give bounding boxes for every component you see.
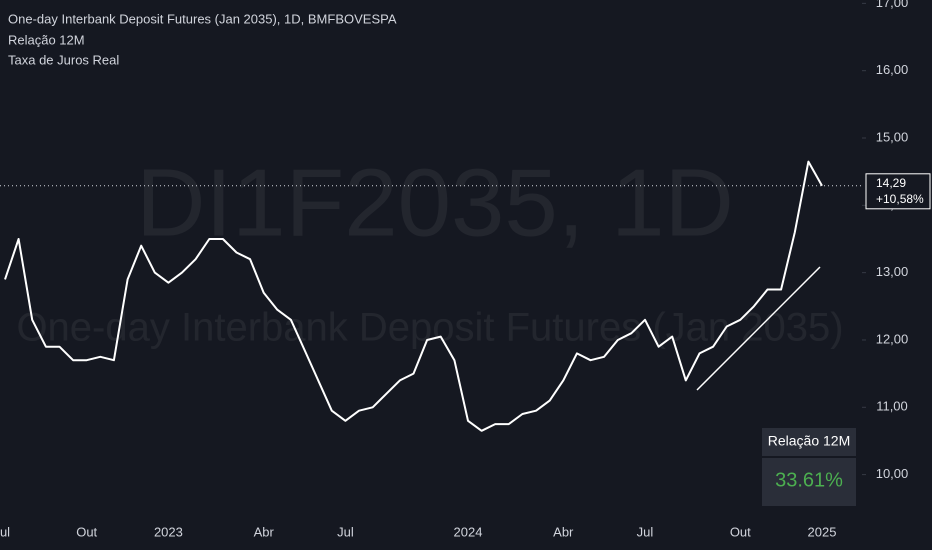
chart-title: One-day Interbank Deposit Futures (Jan 2…: [8, 11, 397, 26]
x-tick-label: Out: [730, 524, 751, 539]
x-tick-label: Abr: [254, 524, 275, 539]
indicator-note: Taxa de Juros Real: [8, 52, 119, 67]
y-tick-label: 10,00: [876, 466, 909, 481]
panel-value: 33.61%: [775, 469, 843, 491]
panel-box: [762, 428, 856, 506]
price-line: [4, 160, 823, 432]
y-tick-label: 13,00: [876, 264, 909, 279]
x-tick-label: 2025: [808, 524, 837, 539]
x-tick-label: Jul: [637, 524, 654, 539]
trend-line: [696, 266, 821, 391]
y-tick-label: 15,00: [876, 129, 909, 144]
x-tick-label: Abr: [553, 524, 574, 539]
indicator-panel: Relação 12M 33.61%: [762, 428, 856, 506]
panel-title: Relação 12M: [768, 433, 851, 449]
last-price-label: 14,29: [876, 176, 906, 190]
x-tick-label: 2024: [454, 524, 483, 539]
y-tick-label: 11,00: [876, 399, 908, 414]
change-label: +10,58%: [876, 192, 924, 206]
watermark-symbol: DI1F2035, 1D: [136, 149, 734, 256]
last-price-box: [865, 173, 931, 210]
y-tick-label: 16,00: [876, 62, 909, 77]
x-tick-label: ul: [0, 524, 10, 539]
y-tick-label: 17,00: [876, 0, 909, 10]
x-tick-label: Out: [76, 524, 97, 539]
indicator-name: Relação 12M: [8, 32, 85, 47]
watermark-desc: One-day Interbank Deposit Futures (Jan 2…: [16, 306, 843, 350]
x-tick-label: Jul: [337, 524, 354, 539]
y-tick-label: 12,00: [876, 331, 909, 346]
x-tick-label: 2023: [154, 524, 183, 539]
